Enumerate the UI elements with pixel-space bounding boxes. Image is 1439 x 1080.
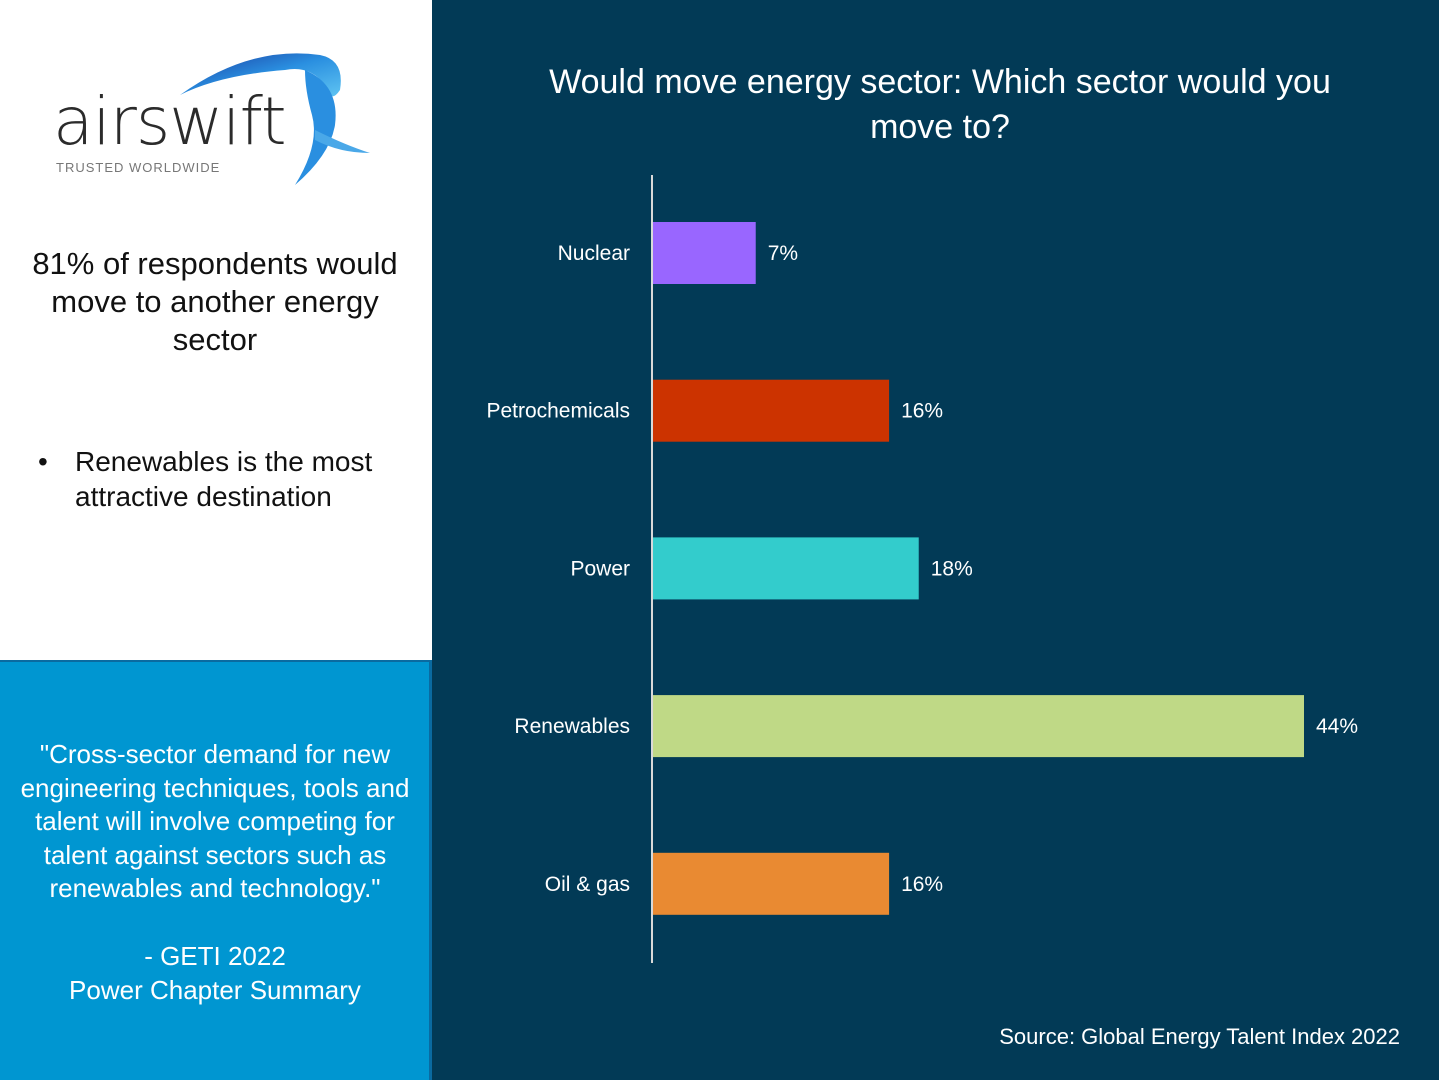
category-label: Oil & gas <box>545 873 630 896</box>
logo-tagline: TRUSTED WORLDWIDE <box>56 160 221 175</box>
chart-title: Would move energy sector: Which sector w… <box>549 63 1331 146</box>
category-label: Petrochemicals <box>486 400 630 423</box>
quote-attribution: - GETI 2022 Power Chapter Summary <box>10 940 420 1007</box>
data-label: 7% <box>768 242 798 265</box>
data-label: 44% <box>1316 715 1358 738</box>
bar-oil-gas <box>652 852 890 915</box>
quote-panel: "Cross-sector demand for new engineering… <box>0 660 432 1080</box>
left-panel: airswift TRUSTED WORLDWIDE 81% of respon… <box>0 0 432 660</box>
headline: 81% of respondents would move to another… <box>32 246 398 357</box>
logo-wordmark: airswift <box>53 83 287 160</box>
quote-text: "Cross-sector demand for new engineering… <box>20 739 410 903</box>
bar-renewables <box>652 695 1304 758</box>
data-label: 16% <box>901 400 943 423</box>
attribution-line1: - GETI 2022 <box>144 941 286 971</box>
bullet-icon: • <box>38 446 48 477</box>
data-label: 18% <box>931 557 973 580</box>
category-label: Power <box>570 557 630 580</box>
bar-nuclear <box>652 222 756 284</box>
airswift-logo: airswift TRUSTED WORLDWIDE <box>50 45 380 190</box>
swift-bird-icon <box>180 53 370 185</box>
category-label: Renewables <box>514 715 630 738</box>
attribution-line2: Power Chapter Summary <box>69 974 361 1005</box>
bullet-item: • Renewables is the most attractive desti… <box>38 444 418 514</box>
data-label: 16% <box>901 873 943 896</box>
bar-petrochemicals <box>652 379 890 442</box>
bar-power <box>652 537 919 600</box>
bullet-text: Renewables is the most attractive destin… <box>75 446 373 512</box>
category-label: Nuclear <box>558 242 630 265</box>
source-note: Source: Global Energy Talent Index 2022 <box>999 1024 1400 1049</box>
